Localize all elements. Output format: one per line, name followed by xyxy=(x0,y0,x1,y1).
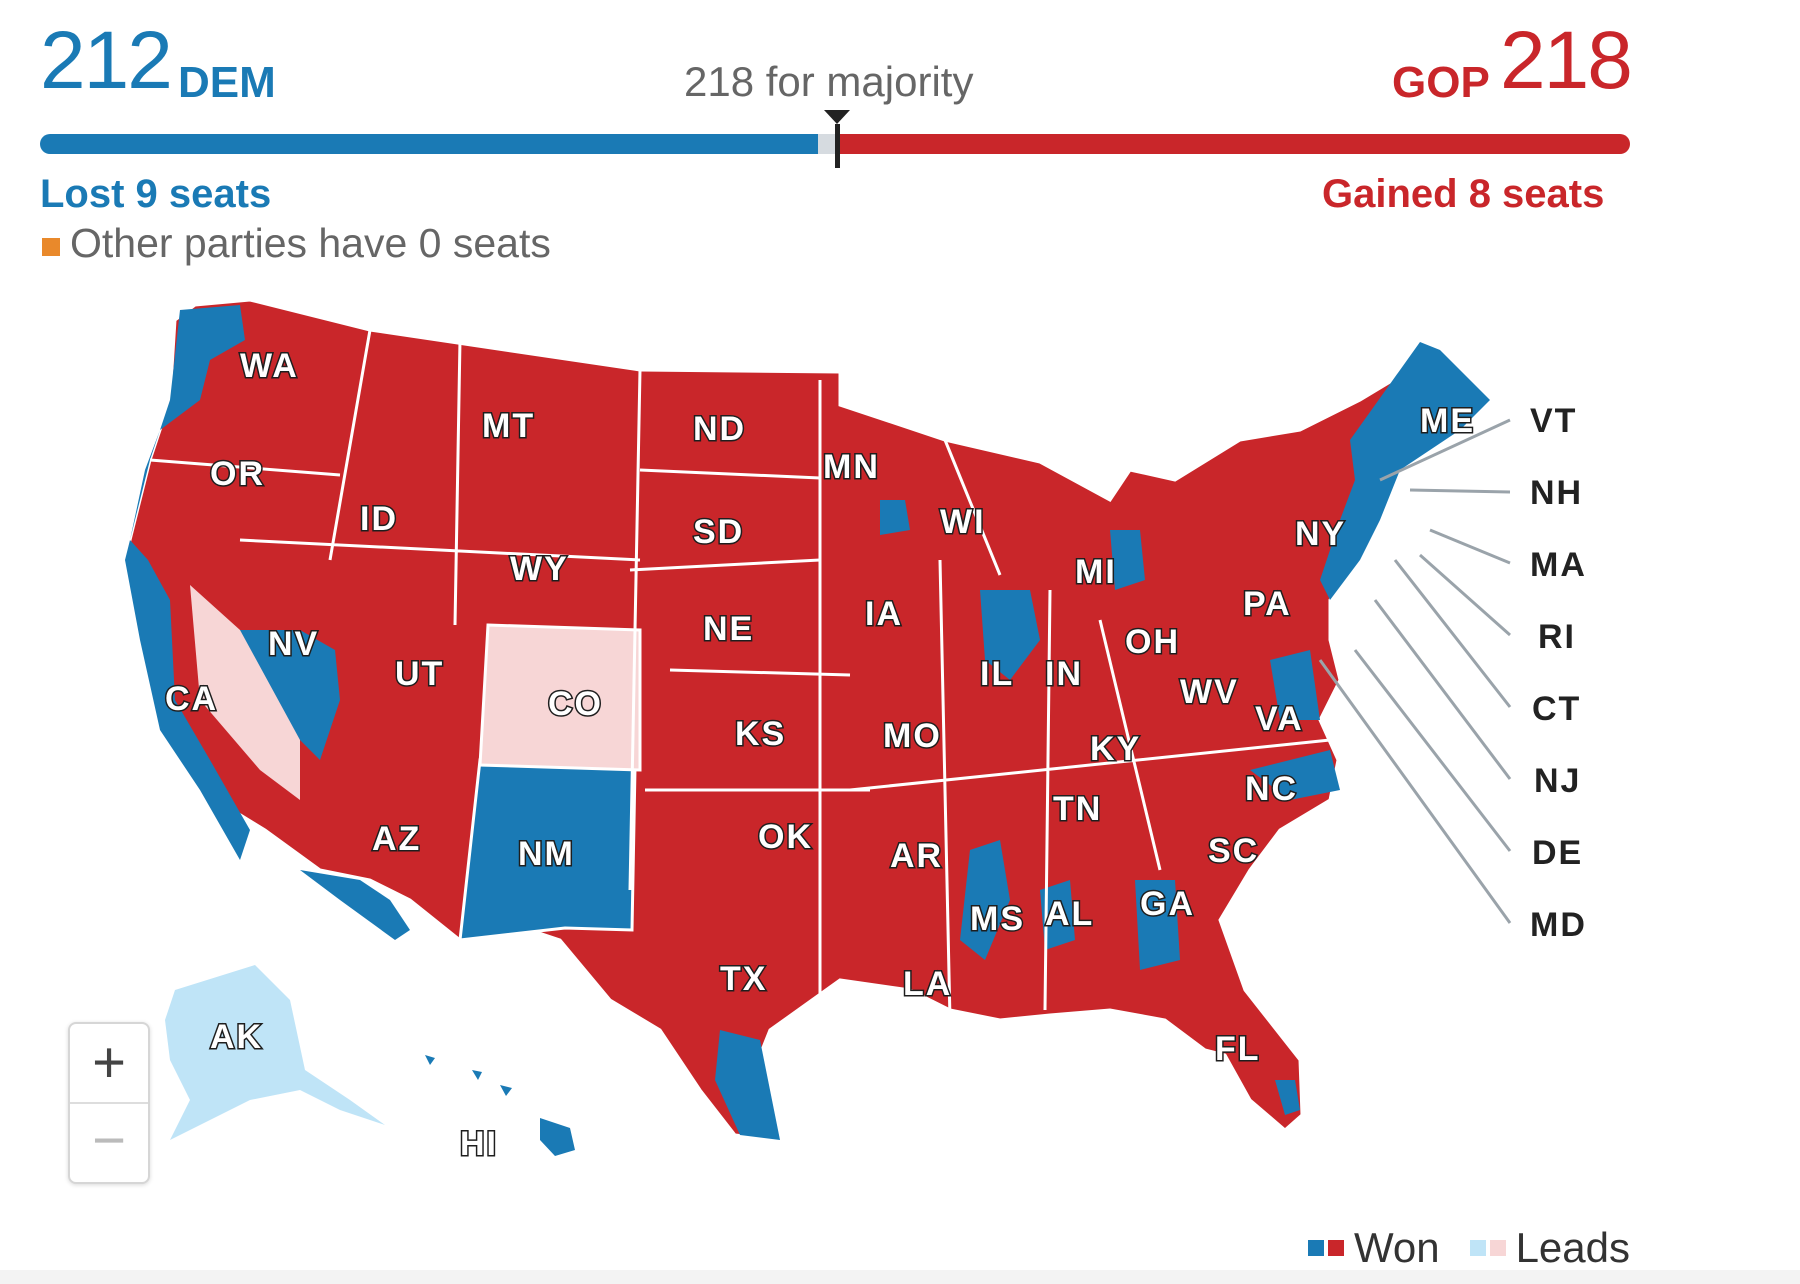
state-label-ne[interactable]: NE xyxy=(702,609,754,650)
california-leads-area[interactable] xyxy=(190,585,300,800)
north-carolina-dem-districts[interactable] xyxy=(1250,750,1340,800)
callout-label-md[interactable]: MD xyxy=(1530,906,1587,944)
callout-label-de[interactable]: DE xyxy=(1532,834,1583,872)
state-borders xyxy=(149,329,1331,1021)
majority-threshold-label: 218 for majority xyxy=(684,58,974,105)
nevada-dem-districts[interactable] xyxy=(235,630,340,760)
footer-band xyxy=(0,1270,1800,1284)
state-label-hi[interactable]: HI xyxy=(459,1124,498,1165)
state-label-ak[interactable]: AK xyxy=(209,1017,263,1058)
state-label-id[interactable]: ID xyxy=(359,499,398,540)
state-label-ky[interactable]: KY xyxy=(1089,729,1141,770)
other-parties-swatch xyxy=(42,238,60,256)
callout-label-nh[interactable]: NH xyxy=(1530,474,1583,512)
northeast-dem-districts[interactable] xyxy=(1320,342,1490,600)
gop-leads-swatch xyxy=(1489,1240,1506,1256)
alabama-dem-districts[interactable] xyxy=(1040,880,1075,950)
state-label-oh[interactable]: OH xyxy=(1124,622,1180,663)
state-label-mt[interactable]: MT xyxy=(481,406,535,447)
west-coast-dem-districts[interactable] xyxy=(125,305,250,860)
virginia-dem-districts[interactable] xyxy=(1270,650,1320,720)
florida-dem-districts[interactable] xyxy=(1275,1080,1300,1115)
state-label-nm[interactable]: NM xyxy=(517,834,575,875)
dem-party-label: DEM xyxy=(178,58,276,107)
illinois-dem-districts[interactable] xyxy=(980,590,1040,680)
state-label-az[interactable]: AZ xyxy=(371,819,421,860)
georgia-dem-districts[interactable] xyxy=(1135,880,1180,970)
legend-won-label: Won xyxy=(1353,1224,1440,1271)
state-label-in[interactable]: IN xyxy=(1044,654,1083,695)
map-legend: Won Leads xyxy=(1307,1224,1630,1272)
state-label-ga[interactable]: GA xyxy=(1139,884,1195,925)
state-label-ks[interactable]: KS xyxy=(734,714,786,755)
zoom-in-button[interactable]: + xyxy=(70,1024,148,1104)
state-label-il[interactable]: IL xyxy=(979,654,1014,695)
callout-label-vt[interactable]: VT xyxy=(1530,402,1577,440)
state-label-ms[interactable]: MS xyxy=(969,899,1025,940)
alaska-shape[interactable] xyxy=(165,965,385,1140)
state-label-sc[interactable]: SC xyxy=(1207,831,1259,872)
callout-label-ri[interactable]: RI xyxy=(1538,618,1576,656)
dem-seat-count: 212 xyxy=(40,15,173,106)
state-label-tn[interactable]: TN xyxy=(1052,789,1102,830)
callout-label-ct[interactable]: CT xyxy=(1532,690,1581,728)
state-label-ca[interactable]: CA xyxy=(164,679,218,720)
zoom-out-button[interactable]: − xyxy=(92,1108,126,1173)
uncalled-seats-bar xyxy=(818,134,838,154)
minnesota-dem-districts[interactable] xyxy=(880,500,910,535)
state-label-ny[interactable]: NY xyxy=(1294,514,1346,555)
state-label-tx[interactable]: TX xyxy=(719,959,767,1000)
seat-balance-bar xyxy=(40,134,1630,154)
state-label-ar[interactable]: AR xyxy=(889,836,943,877)
legend-leads-label: Leads xyxy=(1515,1224,1630,1271)
zoom-controls: + − xyxy=(68,1022,150,1184)
dem-seat-change: Lost 9 seats xyxy=(40,172,272,216)
state-label-nv[interactable]: NV xyxy=(267,624,319,665)
gop-seat-count: 218 xyxy=(1500,15,1633,106)
state-label-wi[interactable]: WI xyxy=(939,502,986,543)
state-label-mo[interactable]: MO xyxy=(882,716,942,757)
dem-seats-bar xyxy=(40,134,818,154)
dem-won-swatch xyxy=(1307,1240,1324,1256)
state-label-nd[interactable]: ND xyxy=(692,409,746,450)
arizona-dem-districts[interactable] xyxy=(300,870,410,940)
state-label-al[interactable]: AL xyxy=(1044,894,1094,935)
dem-leads-swatch xyxy=(1469,1240,1486,1256)
state-label-or[interactable]: OR xyxy=(209,454,265,495)
callout-label-ma[interactable]: MA xyxy=(1530,546,1587,584)
state-label-mi[interactable]: MI xyxy=(1074,552,1117,593)
state-label-ok[interactable]: OK xyxy=(757,817,813,858)
gop-won-swatch xyxy=(1327,1240,1344,1256)
state-label-me[interactable]: ME xyxy=(1419,401,1475,442)
callout-label-nj[interactable]: NJ xyxy=(1534,762,1581,800)
state-label-wv[interactable]: WV xyxy=(1179,672,1239,713)
state-label-wy[interactable]: WY xyxy=(509,549,569,590)
majority-pointer-icon xyxy=(824,110,850,124)
majority-marker xyxy=(835,124,840,168)
colorado-leads-area[interactable] xyxy=(478,623,642,772)
state-label-co[interactable]: CO xyxy=(547,684,603,725)
state-label-nc[interactable]: NC xyxy=(1244,769,1298,810)
state-label-va[interactable]: VA xyxy=(1254,699,1304,740)
state-label-wa[interactable]: WA xyxy=(239,346,299,387)
state-label-pa[interactable]: PA xyxy=(1242,584,1292,625)
other-parties-note: Other parties have 0 seats xyxy=(70,220,551,266)
state-label-la[interactable]: LA xyxy=(902,964,952,1005)
state-label-mn[interactable]: MN xyxy=(822,447,880,488)
south-texas-dem-districts[interactable] xyxy=(715,1030,780,1140)
hawaii-shape[interactable] xyxy=(425,1055,575,1156)
gop-seats-bar xyxy=(838,134,1630,154)
state-label-ut[interactable]: UT xyxy=(394,654,444,695)
gop-seat-change: Gained 8 seats xyxy=(1322,172,1605,216)
state-label-sd[interactable]: SD xyxy=(692,512,744,553)
callout-lines xyxy=(1318,418,1512,924)
mississippi-dem-districts[interactable] xyxy=(960,840,1010,960)
michigan-dem-districts[interactable] xyxy=(1110,530,1145,590)
state-label-ia[interactable]: IA xyxy=(864,594,903,635)
state-label-fl[interactable]: FL xyxy=(1214,1029,1261,1070)
gop-party-label: GOP xyxy=(1392,58,1490,107)
